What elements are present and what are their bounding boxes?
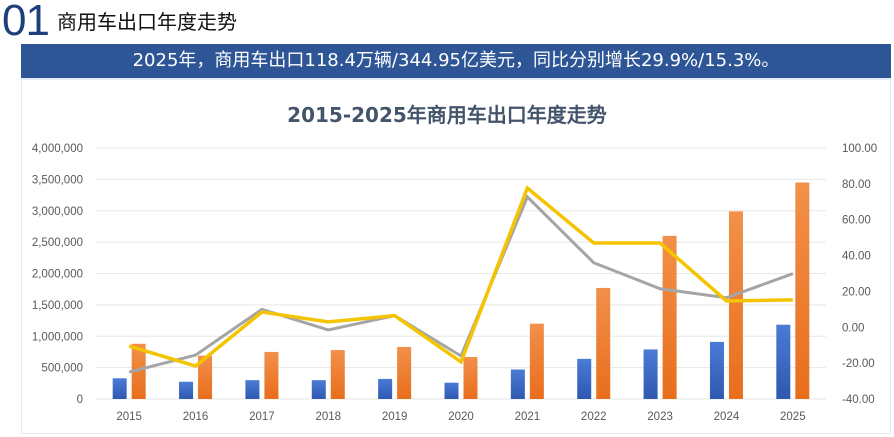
x-axis-label: 2024 (714, 411, 740, 423)
x-axis-label: 2017 (249, 411, 275, 423)
bar-volume (378, 378, 393, 399)
left-axis-tick: 0 (77, 394, 83, 406)
x-axis-label: 2022 (581, 411, 607, 423)
right-axis-tick: 100.00 (842, 143, 877, 155)
right-axis-tick: -20.00 (842, 358, 875, 370)
right-axis-tick: -40.00 (842, 394, 875, 406)
bar-volume (444, 382, 459, 399)
bar-volume (776, 324, 791, 399)
line-value-yoy (128, 185, 793, 368)
bar-value (198, 355, 213, 399)
right-axis-tick: 80.00 (842, 179, 871, 191)
left-axis-tick: 1,500,000 (32, 300, 83, 312)
left-axis-tick: 2,500,000 (32, 237, 83, 249)
x-axis-label: 2021 (515, 411, 541, 423)
section-header: 01 商用车出口年度走势 (0, 0, 894, 45)
left-axis-tick: 3,500,000 (32, 174, 83, 186)
x-axis-label: 2020 (448, 411, 474, 423)
bar-value (131, 343, 146, 399)
bar-value (463, 356, 478, 399)
bar-value (529, 323, 544, 399)
bar-volume (112, 378, 127, 399)
bar-volume (709, 341, 724, 399)
right-axis-tick: 40.00 (842, 251, 871, 263)
left-axis-tick: 3,000,000 (32, 206, 83, 218)
bar-value (264, 351, 279, 399)
bar-value (795, 182, 810, 399)
bar-volume (510, 369, 525, 399)
bar-volume (179, 381, 194, 399)
x-axis-label: 2016 (183, 411, 209, 423)
bar-volume (643, 349, 658, 399)
bar-volume (311, 380, 326, 399)
bar-volume (245, 380, 260, 399)
section-title: 商用车出口年度走势 (57, 10, 237, 34)
bar-series (112, 182, 810, 399)
x-axis-label: 2025 (780, 411, 806, 423)
bar-value (662, 235, 677, 399)
summary-banner: 2025年，商用车出口118.4万辆/344.95亿美元，同比分别增长29.9%… (21, 44, 891, 78)
bar-volume (577, 358, 592, 399)
chart-title: 2015-2025年商用车出口年度走势 (287, 103, 607, 127)
right-axis-tick: 0.00 (842, 322, 864, 334)
section-number: 01 (2, 0, 50, 45)
left-axis-ticks: 4,000,000 3,500,000 3,000,000 2,500,000 2,00… (32, 143, 83, 406)
x-axis-labels: 2015 2016 2017 2018 2019 2020 2021 2022 2023 2024… (116, 411, 805, 423)
left-axis-tick: 500,000 (41, 363, 83, 375)
bar-value (397, 346, 412, 399)
left-axis-tick: 1,000,000 (32, 331, 83, 343)
right-axis-ticks: 100.00 80.00 60.00 40.00 20.00 0.00 -20.00 -40.… (842, 143, 877, 406)
gridlines (96, 147, 826, 400)
x-axis-label: 2018 (315, 411, 341, 423)
line-series (128, 185, 794, 374)
bar-value (330, 350, 345, 399)
right-axis-tick: 60.00 (842, 215, 871, 227)
x-axis-label: 2019 (382, 411, 408, 423)
line-volume-yoy (128, 194, 794, 374)
x-axis-label: 2015 (116, 411, 142, 423)
bar-value (728, 211, 743, 399)
right-axis-tick: 20.00 (842, 286, 871, 298)
x-axis-label: 2023 (647, 411, 673, 423)
left-axis-tick: 2,000,000 (32, 269, 83, 281)
left-axis-tick: 4,000,000 (32, 143, 83, 155)
chart-card (21, 78, 891, 434)
bar-value (596, 287, 611, 399)
